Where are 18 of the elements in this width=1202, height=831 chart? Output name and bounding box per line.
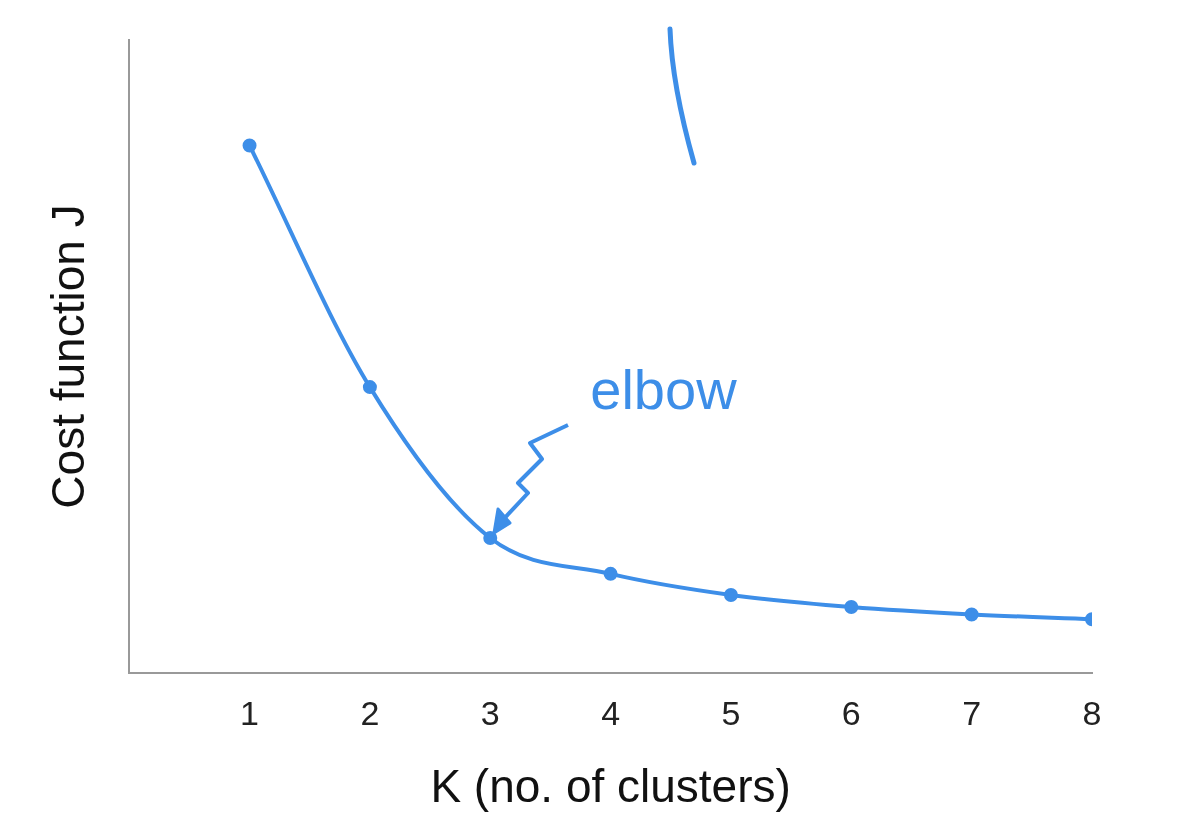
x-tick-label: 5 xyxy=(721,693,741,732)
x-tick-label: 4 xyxy=(601,693,621,732)
point xyxy=(242,138,257,153)
point xyxy=(844,600,859,615)
point xyxy=(603,566,618,581)
point xyxy=(483,530,498,545)
point xyxy=(362,380,377,395)
y-axis-title: Cost function J xyxy=(42,204,95,509)
point xyxy=(964,607,979,622)
x-tick-label: 3 xyxy=(480,693,500,732)
x-tick-label: 7 xyxy=(962,693,982,732)
x-axis-title: K (no. of clusters) xyxy=(430,760,791,813)
x-tick-label: 8 xyxy=(1082,693,1102,732)
x-tick-label: 1 xyxy=(240,693,260,732)
point xyxy=(723,587,738,602)
x-tick-label: 2 xyxy=(360,693,380,732)
annotation: elbow xyxy=(590,358,738,422)
x-tick-label: 6 xyxy=(841,693,861,732)
